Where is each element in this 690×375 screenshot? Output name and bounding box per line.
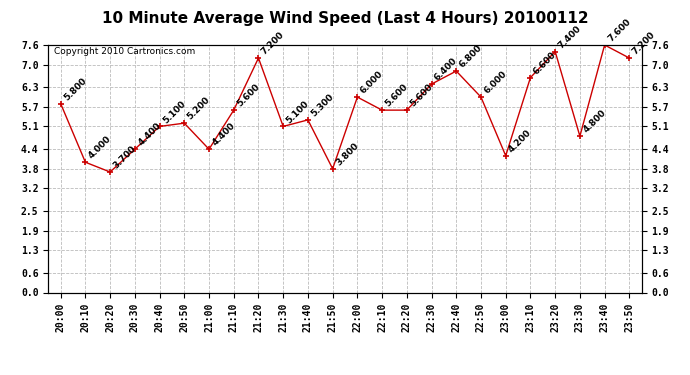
Text: 6.600: 6.600: [532, 50, 558, 76]
Text: 7.200: 7.200: [631, 30, 657, 57]
Text: 6.800: 6.800: [457, 44, 484, 70]
Text: 4.200: 4.200: [507, 128, 533, 154]
Text: 5.100: 5.100: [284, 99, 310, 125]
Text: 4.800: 4.800: [581, 108, 608, 135]
Text: 6.000: 6.000: [359, 69, 385, 96]
Text: 7.400: 7.400: [557, 24, 583, 50]
Text: 5.200: 5.200: [186, 96, 212, 122]
Text: 6.400: 6.400: [433, 56, 460, 83]
Text: 5.600: 5.600: [408, 82, 435, 109]
Text: 5.600: 5.600: [235, 82, 262, 109]
Text: 5.600: 5.600: [384, 82, 410, 109]
Text: 10 Minute Average Wind Speed (Last 4 Hours) 20100112: 10 Minute Average Wind Speed (Last 4 Hou…: [101, 11, 589, 26]
Text: 3.700: 3.700: [112, 144, 138, 171]
Text: 6.000: 6.000: [482, 69, 509, 96]
Text: 4.000: 4.000: [87, 135, 113, 161]
Text: 4.400: 4.400: [136, 122, 163, 148]
Text: 3.800: 3.800: [334, 141, 360, 167]
Text: 4.400: 4.400: [210, 122, 237, 148]
Text: 5.100: 5.100: [161, 99, 187, 125]
Text: 7.200: 7.200: [260, 30, 286, 57]
Text: 5.300: 5.300: [309, 92, 335, 118]
Text: 7.600: 7.600: [606, 17, 632, 44]
Text: Copyright 2010 Cartronics.com: Copyright 2010 Cartronics.com: [55, 48, 195, 57]
Text: 5.800: 5.800: [62, 76, 88, 102]
